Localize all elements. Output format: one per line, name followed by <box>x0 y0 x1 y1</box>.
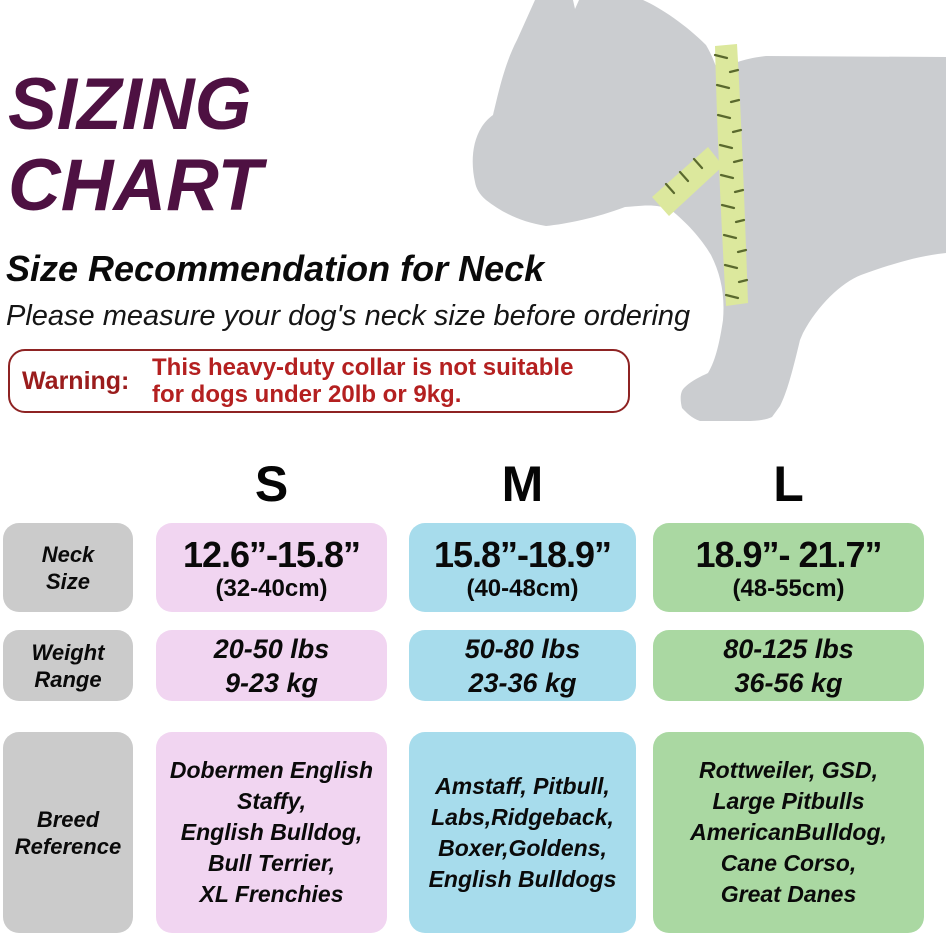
weight-range-cell-s: 20-50 lbs 9-23 kg <box>156 630 387 701</box>
breed-line: Large Pitbulls <box>712 788 865 814</box>
breed-line: English Bulldog, <box>180 819 363 845</box>
breed-line: AmericanBulldog, <box>690 819 887 845</box>
neck-size-cm: (48-55cm) <box>732 574 845 602</box>
title-line-2: CHART <box>8 145 263 226</box>
neck-size-inches: 18.9”- 21.7” <box>695 533 882 575</box>
measure-instruction: Please measure your dog's neck size befo… <box>6 300 691 332</box>
warning-label: Warning: <box>22 366 130 395</box>
warning-box: Warning: This heavy-duty collar is not s… <box>8 349 630 413</box>
weight-lbs: 50-80 lbs <box>464 633 581 664</box>
row-label-line: Weight <box>31 639 105 665</box>
page-title: SIZING CHART <box>8 64 262 226</box>
title-line-1: SIZING <box>8 64 252 145</box>
row-label-weight-range: Weight Range <box>3 630 133 701</box>
breed-reference-cell-l: Rottweiler, GSD, Large Pitbulls American… <box>653 732 924 933</box>
neck-size-cell-l: 18.9”- 21.7” (48-55cm) <box>653 523 924 612</box>
tape-tick-marks <box>664 53 749 300</box>
neck-size-cm: (40-48cm) <box>466 574 579 602</box>
dog-silhouette-icon <box>472 0 946 421</box>
warning-text: This heavy-duty collar is not suitable f… <box>152 354 573 408</box>
neck-size-cell-m: 15.8”-18.9” (40-48cm) <box>409 523 636 612</box>
breed-reference-cell-s: Dobermen English Staffy, English Bulldog… <box>156 732 387 933</box>
row-label-line: Size <box>45 568 91 594</box>
row-label-line: Reference <box>14 833 122 859</box>
neck-size-inches: 15.8”-18.9” <box>433 533 612 575</box>
subtitle: Size Recommendation for Neck <box>6 248 545 289</box>
neck-size-cell-s: 12.6”-15.8” (32-40cm) <box>156 523 387 612</box>
weight-kg: 23-36 kg <box>468 667 577 698</box>
breed-line: Dobermen English <box>169 757 374 783</box>
breed-line: Labs,Ridgeback, <box>431 803 614 830</box>
column-header-s: S <box>254 456 289 512</box>
breed-line: Rottweiler, GSD, <box>699 757 878 783</box>
weight-range-cell-l: 80-125 lbs 36-56 kg <box>653 630 924 701</box>
breed-reference-cell-m: Amstaff, Pitbull, Labs,Ridgeback, Boxer,… <box>409 732 636 933</box>
column-header-l: L <box>773 456 804 512</box>
weight-kg: 9-23 kg <box>224 667 319 698</box>
breed-line: English Bulldogs <box>428 865 617 892</box>
measuring-tape-icon <box>715 44 748 306</box>
row-label-breed-reference: Breed Reference <box>3 732 133 933</box>
breed-line: Staffy, <box>236 788 307 814</box>
row-label-line: Breed <box>36 806 100 832</box>
breed-line: Great Danes <box>720 881 857 907</box>
row-label-line: Neck <box>41 541 95 567</box>
weight-kg: 36-56 kg <box>734 667 843 698</box>
breed-line: Cane Corso, <box>720 850 857 876</box>
row-label-neck-size: Neck Size <box>3 523 133 612</box>
weight-range-cell-m: 50-80 lbs 23-36 kg <box>409 630 636 701</box>
breed-line: Bull Terrier, <box>208 850 335 876</box>
neck-size-inches: 12.6”-15.8” <box>182 533 361 575</box>
warning-text-line-1: This heavy-duty collar is not suitable <box>152 354 574 381</box>
weight-lbs: 20-50 lbs <box>213 633 330 664</box>
breed-line: Amstaff, Pitbull, <box>435 772 610 799</box>
breed-line: XL Frenchies <box>199 881 344 907</box>
dog-body-shape <box>472 0 946 421</box>
weight-lbs: 80-125 lbs <box>723 633 854 664</box>
row-label-line: Range <box>34 666 102 692</box>
neck-size-cm: (32-40cm) <box>215 574 328 602</box>
column-header-m: M <box>501 456 544 512</box>
warning-text-line-2: for dogs under 20lb or 9kg. <box>152 381 462 408</box>
breed-line: Boxer,Goldens, <box>438 834 607 861</box>
